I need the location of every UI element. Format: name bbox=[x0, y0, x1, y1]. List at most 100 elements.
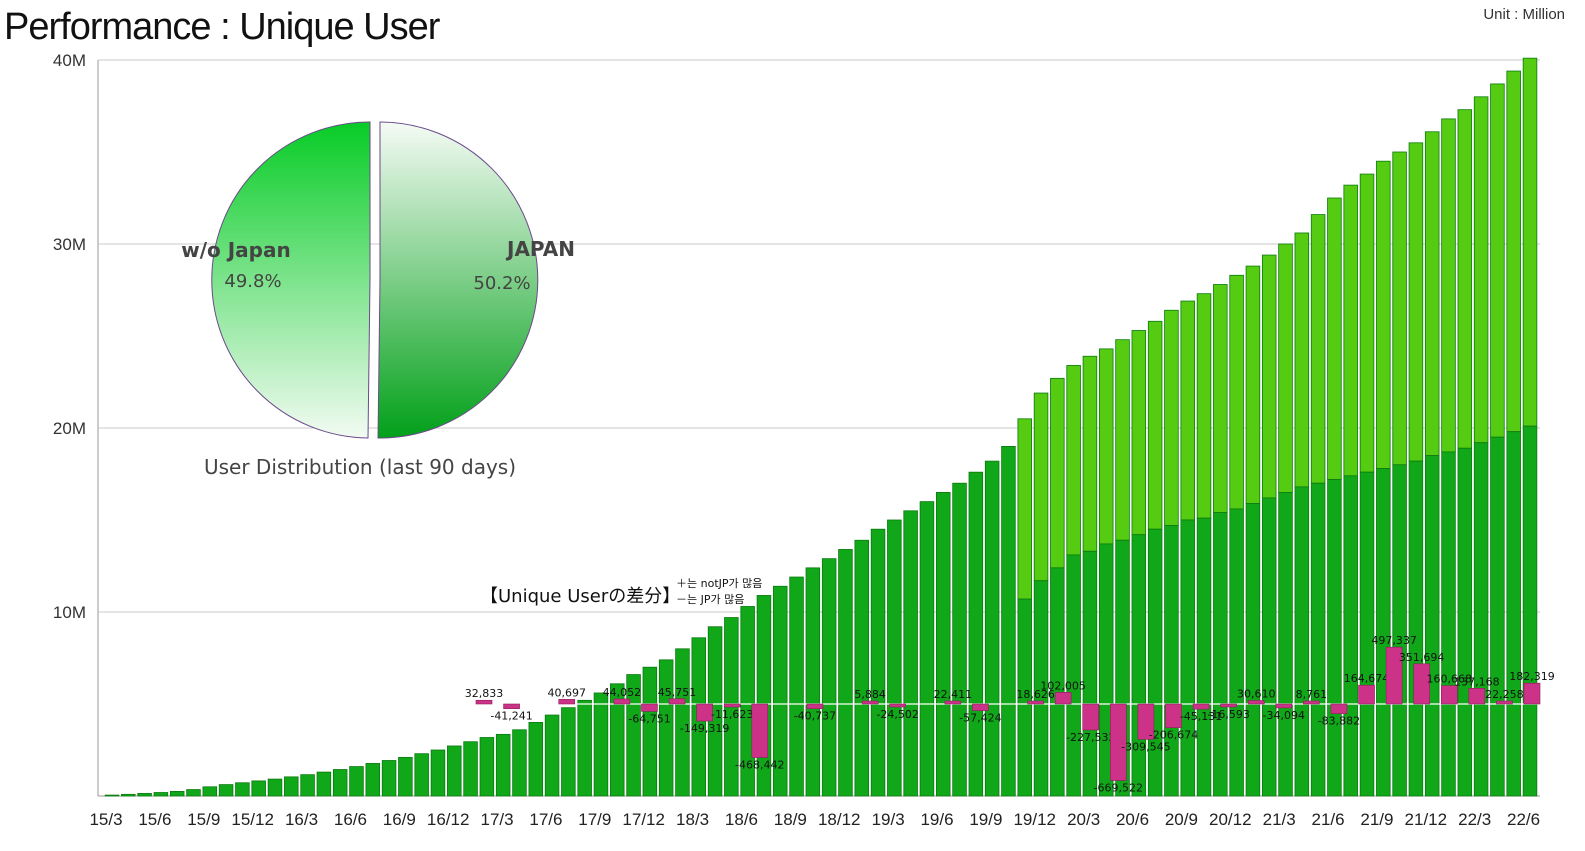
diff-value-label: 22,411 bbox=[934, 688, 973, 701]
unit-label: Unit : Million bbox=[1483, 6, 1565, 23]
diff-bar bbox=[972, 703, 989, 711]
bar-lower bbox=[1196, 517, 1212, 797]
x-tick-label: 19/9 bbox=[969, 810, 1002, 829]
bar bbox=[1001, 445, 1016, 797]
diff-bar bbox=[1027, 700, 1044, 705]
x-tick-label: 19/12 bbox=[1013, 810, 1056, 829]
diff-value-label: -309,545 bbox=[1121, 740, 1170, 753]
bar-lower bbox=[1245, 503, 1261, 797]
diff-bar bbox=[613, 698, 631, 705]
bar bbox=[495, 733, 511, 797]
bar-upper bbox=[1164, 309, 1179, 526]
diff-value-label: 32,833 bbox=[465, 687, 504, 700]
bar-lower bbox=[1180, 519, 1195, 797]
bar-lower bbox=[1408, 460, 1424, 797]
x-tick-label: 16/3 bbox=[285, 810, 318, 829]
y-tick-label: 10M bbox=[53, 603, 86, 622]
bar bbox=[251, 780, 266, 797]
diff-bar bbox=[503, 703, 520, 710]
y-axis: 10M 20M 30M 40M bbox=[53, 51, 86, 622]
bar-upper bbox=[1294, 232, 1310, 488]
bar-lower bbox=[1522, 425, 1538, 797]
bar-lower bbox=[1392, 464, 1407, 797]
bar bbox=[984, 460, 1000, 797]
bar bbox=[235, 782, 250, 797]
bar-upper bbox=[1343, 184, 1358, 477]
bar-lower bbox=[1359, 471, 1375, 797]
bar bbox=[512, 729, 527, 797]
diff-note-minus: －는 JP가 많음 bbox=[676, 593, 745, 606]
diff-value-label: 8,761 bbox=[1296, 688, 1328, 701]
x-tick-label: 19/3 bbox=[872, 810, 905, 829]
bar bbox=[202, 786, 218, 797]
diff-value-label: -669,522 bbox=[1094, 782, 1143, 795]
diff-value-label: -227,532 bbox=[1066, 731, 1115, 744]
bar bbox=[267, 778, 283, 797]
bar bbox=[658, 659, 674, 797]
bar bbox=[414, 753, 429, 797]
diff-bar bbox=[1054, 692, 1072, 705]
bar bbox=[740, 606, 755, 797]
bar-lower bbox=[1261, 497, 1277, 797]
x-tick-label: 21/3 bbox=[1263, 810, 1296, 829]
diff-value-label: -41,241 bbox=[490, 710, 532, 723]
diff-value-label: 44,052 bbox=[603, 686, 642, 699]
x-axis: 15/3 15/6 15/9 15/12 16/3 16/6 16/9 16/12 17/3 17… bbox=[89, 810, 1540, 829]
bar bbox=[854, 539, 869, 797]
diff-bar bbox=[806, 703, 824, 709]
bar-upper bbox=[1131, 330, 1147, 536]
diff-value-label: 22,258 bbox=[1485, 688, 1524, 701]
page-title: Performance : Unique User bbox=[4, 6, 440, 48]
diff-value-label: 45,751 bbox=[658, 686, 697, 699]
diff-value-label: -11,623 bbox=[711, 708, 753, 721]
bar-upper bbox=[1424, 131, 1440, 456]
bar bbox=[675, 648, 690, 797]
bar-lower bbox=[1098, 543, 1114, 797]
x-tick-label: 18/3 bbox=[676, 810, 709, 829]
x-tick-label: 18/6 bbox=[725, 810, 758, 829]
y-tick-label: 20M bbox=[53, 419, 86, 438]
diff-bar bbox=[861, 700, 879, 705]
x-tick-label: 21/12 bbox=[1405, 810, 1448, 829]
bar bbox=[137, 793, 152, 797]
diff-bar bbox=[723, 703, 741, 708]
diff-value-label: -24,502 bbox=[876, 708, 918, 721]
bar-lower bbox=[1490, 436, 1505, 797]
x-tick-label: 15/6 bbox=[138, 810, 171, 829]
pie-slice-japan bbox=[377, 121, 539, 439]
diff-bar bbox=[1496, 700, 1513, 705]
diff-bar bbox=[1358, 684, 1375, 705]
diff-value-label: 18,626 bbox=[1016, 688, 1055, 701]
diff-value-label: -83,882 bbox=[1318, 715, 1360, 728]
bar-upper bbox=[1066, 365, 1081, 556]
bar bbox=[479, 737, 495, 797]
diff-bar bbox=[696, 703, 713, 722]
diff-bar bbox=[1303, 700, 1320, 705]
diff-value-label: 137,168 bbox=[1454, 675, 1500, 688]
bar bbox=[561, 707, 576, 797]
bar bbox=[349, 766, 364, 797]
bar bbox=[104, 794, 120, 797]
bar bbox=[544, 714, 560, 797]
diff-value-label: -34,094 bbox=[1263, 709, 1305, 722]
diff-bar bbox=[944, 700, 962, 705]
bar bbox=[365, 763, 381, 797]
bar-upper bbox=[1327, 197, 1342, 480]
bar-lower bbox=[1278, 491, 1293, 797]
diff-bar bbox=[889, 703, 906, 708]
bar-upper bbox=[1408, 142, 1424, 462]
pie-caption: User Distribution (last 90 days) bbox=[203, 455, 517, 479]
x-tick-label: 22/3 bbox=[1458, 810, 1491, 829]
bar bbox=[593, 692, 609, 797]
bar bbox=[430, 749, 446, 797]
x-tick-label: 21/9 bbox=[1360, 810, 1393, 829]
diff-value-label: 497,337 bbox=[1371, 634, 1417, 647]
diff-value-label: 40,697 bbox=[547, 686, 586, 699]
diff-bar bbox=[1440, 685, 1458, 705]
x-tick-label: 20/9 bbox=[1165, 810, 1198, 829]
bar bbox=[169, 791, 185, 797]
diff-value-label: 30,610 bbox=[1237, 688, 1276, 701]
x-tick-label: 18/12 bbox=[818, 810, 861, 829]
bar-lower bbox=[1473, 442, 1489, 797]
bar bbox=[577, 699, 592, 797]
